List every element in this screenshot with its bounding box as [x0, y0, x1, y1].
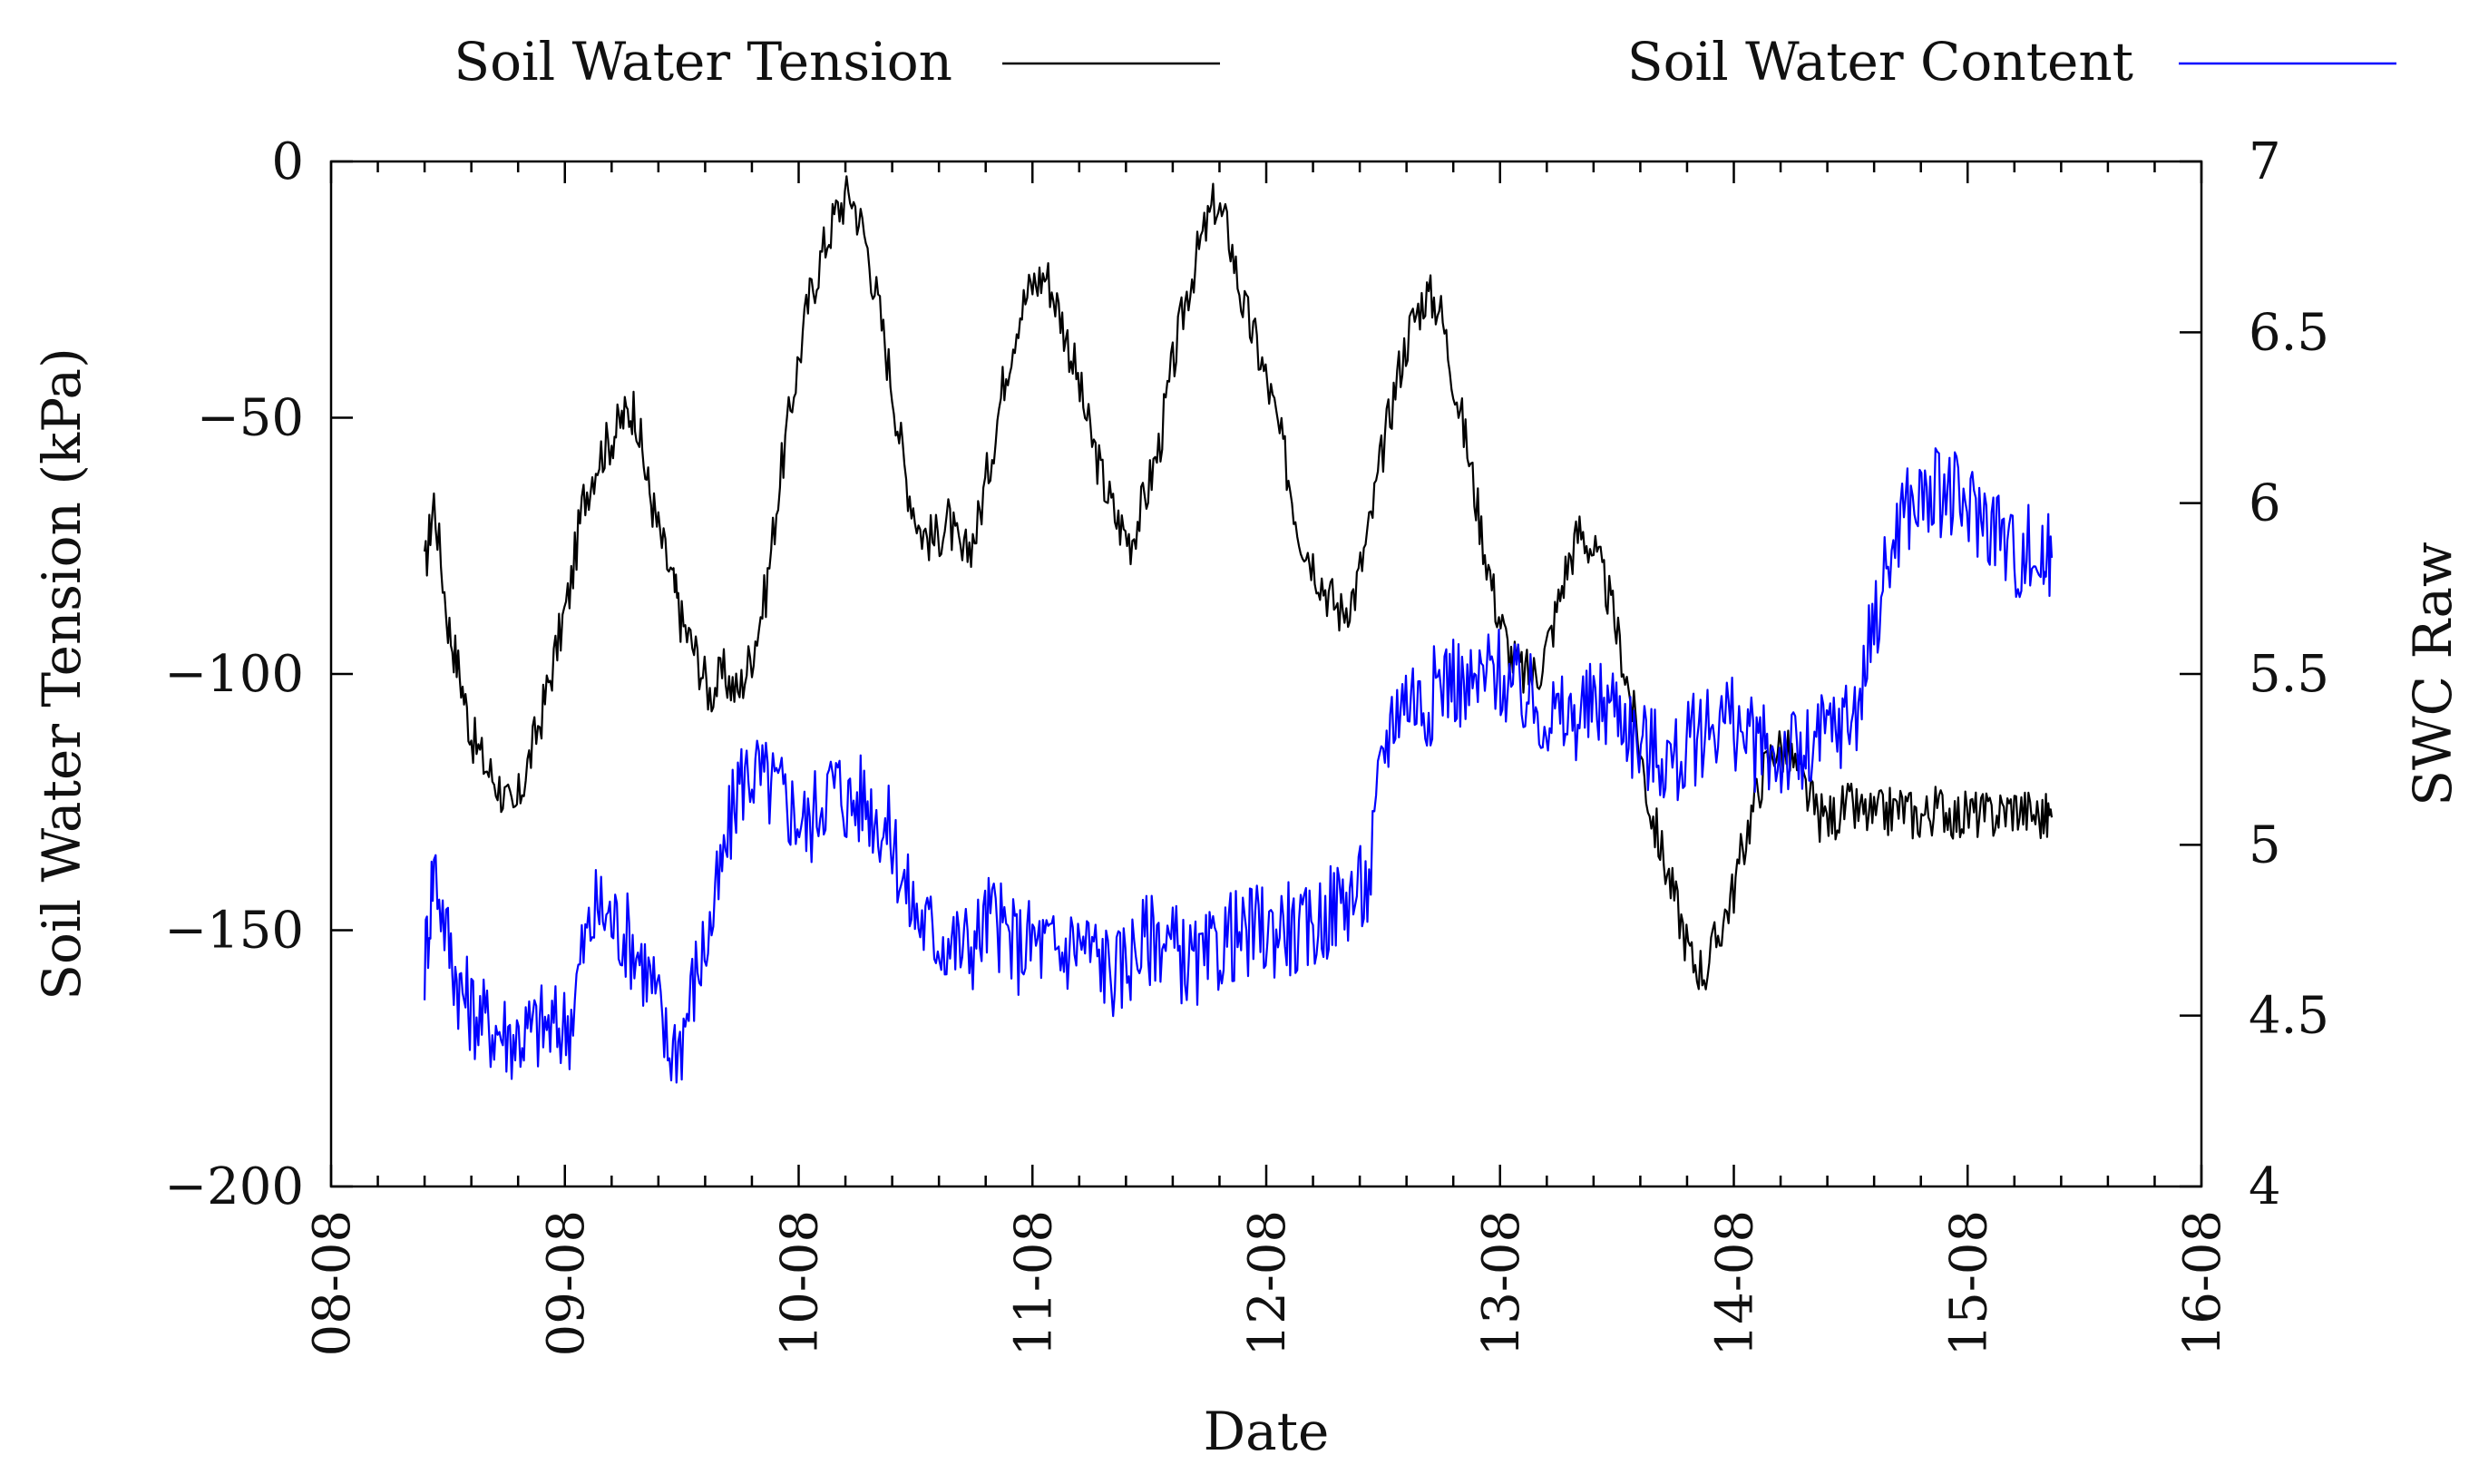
y-left-tick-label: −100 [164, 645, 304, 704]
x-tick-label: 08-08 [303, 1210, 362, 1356]
series-line-soil-water-tension [424, 175, 2054, 991]
legend-label-soil-water-tension: Soil Water Tension [454, 31, 952, 93]
right-axis-ticks: 4 4.5 5 5.5 6 6.5 7 [2180, 132, 2329, 1216]
y-right-tick-label: 6.5 [2249, 303, 2329, 362]
y-axis-right-title: SWC Raw [2402, 542, 2464, 805]
left-axis-ticks: 0 −50 −100 −150 −200 [164, 132, 353, 1216]
y-left-tick-label: −150 [164, 902, 304, 961]
x-tick-label: 09-08 [537, 1210, 596, 1356]
y-left-tick-label: −50 [197, 389, 304, 448]
y-right-tick-label: 5.5 [2249, 645, 2329, 704]
y-left-tick-label: 0 [271, 132, 304, 191]
y-right-tick-label: 5 [2249, 815, 2281, 874]
x-tick-label: 14-08 [1706, 1210, 1765, 1356]
x-axis-ticks: 08-08 09-08 10-08 11-08 12-08 13-08 14-08 15-08… [303, 161, 2232, 1356]
series-line-soil-water-content [424, 447, 2054, 1084]
x-tick-label: 13-08 [1472, 1210, 1531, 1356]
x-tick-label: 16-08 [2173, 1210, 2232, 1356]
x-tick-label: 11-08 [1004, 1210, 1063, 1356]
y-right-tick-label: 4.5 [2249, 987, 2329, 1046]
y-axis-left-title: Soil Water Tension (kPa) [31, 347, 93, 1000]
y-right-tick-label: 6 [2249, 474, 2281, 533]
y-right-tick-label: 7 [2249, 132, 2281, 191]
legend-label-soil-water-content: Soil Water Content [1627, 31, 2133, 93]
x-tick-label: 10-08 [771, 1210, 830, 1356]
y-left-tick-label: −200 [164, 1157, 304, 1216]
x-tick-label: 15-08 [1939, 1210, 1998, 1356]
x-tick-label: 12-08 [1238, 1210, 1297, 1356]
plot-frame [329, 160, 2203, 1188]
series-group [424, 175, 2054, 1084]
y-right-tick-label: 4 [2249, 1157, 2281, 1216]
legend: Soil Water Tension Soil Water Content [454, 31, 2396, 93]
x-axis-title: Date [1204, 1401, 1330, 1462]
